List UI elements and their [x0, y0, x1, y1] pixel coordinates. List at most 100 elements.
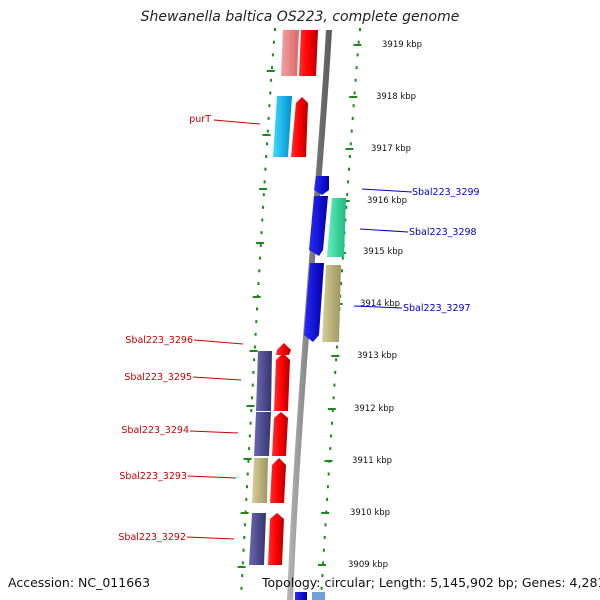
track-dot — [253, 345, 256, 349]
gene-pink-top — [281, 30, 299, 76]
gene-blue-3297 — [304, 263, 324, 342]
track-dot — [266, 129, 269, 133]
track-dot — [259, 256, 261, 260]
tick-label: 3911 kbp — [352, 456, 392, 466]
track-dot — [356, 53, 359, 57]
gene-label-sbal223-3298[interactable]: Sbal223_3298 — [409, 227, 477, 238]
track-dot — [324, 523, 327, 527]
track-major-tick — [324, 460, 333, 462]
gene-sbal223-3298 — [327, 198, 346, 257]
track-dot — [330, 434, 333, 438]
track-minor-tick — [262, 134, 271, 136]
track-minor-tick — [237, 566, 246, 568]
track-dot — [329, 447, 332, 451]
track-dot — [333, 383, 336, 387]
track-dot — [353, 91, 356, 95]
track-dot — [345, 205, 348, 209]
gene-sbal223-3299 — [314, 176, 329, 195]
gene-label-sbal223-3292[interactable]: Sbal223_3292 — [118, 532, 186, 543]
track-dot — [331, 421, 333, 425]
tick-label: 3910 kbp — [350, 508, 390, 518]
track-dot — [271, 66, 273, 70]
track-dot — [248, 434, 251, 438]
track-dot — [248, 447, 251, 451]
track-dot — [321, 574, 324, 578]
gene-sbal223-3295 — [256, 351, 272, 411]
tick-label: 3917 kbp — [371, 144, 411, 154]
track-dot — [267, 116, 270, 120]
track-dot — [346, 193, 349, 197]
track-dot — [260, 231, 263, 235]
track-dot — [243, 536, 246, 539]
tick-label: 3919 kbp — [382, 40, 422, 50]
track-dot — [255, 320, 258, 324]
track-dot — [335, 345, 338, 349]
track-dot — [327, 472, 330, 476]
track-dot — [243, 523, 246, 527]
gene-label-sbal223-3299[interactable]: Sbal223_3299 — [412, 187, 480, 198]
gene-red-3292 — [268, 513, 284, 565]
track-major-tick — [321, 512, 330, 514]
track-dot — [335, 358, 338, 362]
kbp-ticks: 3919 kbp 3918 kbp 3917 kbp 3916 kbp 3915… — [348, 40, 422, 570]
gene-blue-bottom — [295, 592, 307, 600]
track-minor-tick — [255, 242, 264, 244]
tick-label: 3909 kbp — [348, 560, 388, 570]
track-major-tick — [318, 564, 326, 566]
track-dot — [262, 205, 264, 209]
track-dot — [323, 536, 326, 539]
track-dot — [246, 472, 249, 476]
track-dot — [334, 370, 337, 374]
track-dot — [339, 294, 342, 298]
gene-label-sbal223-3295[interactable]: Sbal223_3295 — [124, 372, 192, 383]
track-dot — [246, 485, 248, 489]
track-dot — [266, 142, 268, 146]
track-dot — [326, 485, 329, 489]
track-dot — [349, 142, 352, 146]
gene-label-sbal223-3297[interactable]: Sbal223_3297 — [403, 303, 471, 314]
gene-red-purT — [291, 97, 308, 157]
track-dot — [264, 167, 267, 171]
track-dot — [271, 53, 274, 57]
track-dot — [326, 497, 329, 501]
track-dot — [253, 358, 256, 362]
track-minor-tick — [249, 350, 258, 352]
gene-labels: purT Sbal223_3299 Sbal223_3298 Sbal223_3… — [118, 114, 479, 543]
gene-blue-3298 — [309, 196, 328, 256]
track-dot — [354, 78, 357, 82]
gene-label-sbal223-3293[interactable]: Sbal223_3293 — [119, 471, 187, 482]
gene-purT — [273, 96, 292, 157]
track-dot — [268, 104, 271, 108]
track-dot — [355, 66, 358, 70]
track-minor-tick — [259, 188, 268, 190]
track-dot — [245, 497, 248, 501]
gene-red-3293 — [270, 458, 286, 503]
tick-label: 3915 kbp — [363, 247, 403, 257]
gene-label-purT[interactable]: purT — [189, 114, 211, 125]
track-dot — [270, 78, 273, 82]
track-dot — [261, 218, 264, 222]
track-dot — [274, 28, 276, 31]
track-major-tick — [345, 148, 354, 150]
track-minor-tick — [252, 296, 261, 298]
gene-sbal223-3293 — [252, 458, 268, 503]
label-leaders — [186, 119, 413, 540]
track-dot — [257, 282, 260, 285]
track-major-tick — [331, 355, 340, 357]
gene-lightblue-bottom — [312, 592, 325, 600]
gene-label-sbal223-3296[interactable]: Sbal223_3296 — [125, 335, 193, 346]
tick-label: 3913 kbp — [357, 351, 397, 361]
track-dot — [322, 548, 325, 552]
track-major-tick — [353, 44, 362, 46]
track-dot — [322, 561, 325, 565]
accession-text: Accession: NC_011663 — [8, 575, 151, 590]
track-dot — [242, 548, 245, 552]
gene-sbal223-3296 — [276, 343, 291, 355]
gene-label-sbal223-3294[interactable]: Sbal223_3294 — [121, 425, 189, 436]
gene-sbal223-3294 — [254, 412, 271, 456]
track-dot — [341, 269, 343, 273]
track-dot — [250, 409, 253, 412]
topology-summary: Topology: circular; Length: 5,145,902 bp… — [262, 575, 600, 590]
gene-red-top — [299, 30, 318, 76]
